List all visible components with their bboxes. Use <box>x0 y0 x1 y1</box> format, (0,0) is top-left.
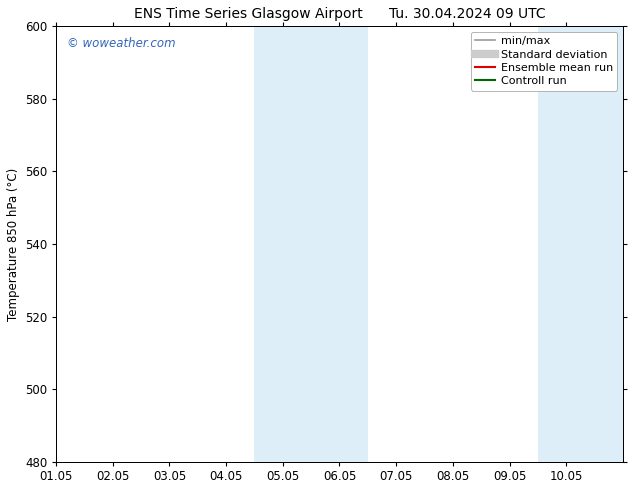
Bar <box>595 26 623 462</box>
Bar <box>311 26 368 462</box>
Legend: min/max, Standard deviation, Ensemble mean run, Controll run: min/max, Standard deviation, Ensemble me… <box>470 32 618 91</box>
Text: © woweather.com: © woweather.com <box>67 37 176 50</box>
Bar <box>254 26 311 462</box>
Title: ENS Time Series Glasgow Airport      Tu. 30.04.2024 09 UTC: ENS Time Series Glasgow Airport Tu. 30.0… <box>134 7 545 21</box>
Bar <box>538 26 595 462</box>
Y-axis label: Temperature 850 hPa (°C): Temperature 850 hPa (°C) <box>7 168 20 320</box>
